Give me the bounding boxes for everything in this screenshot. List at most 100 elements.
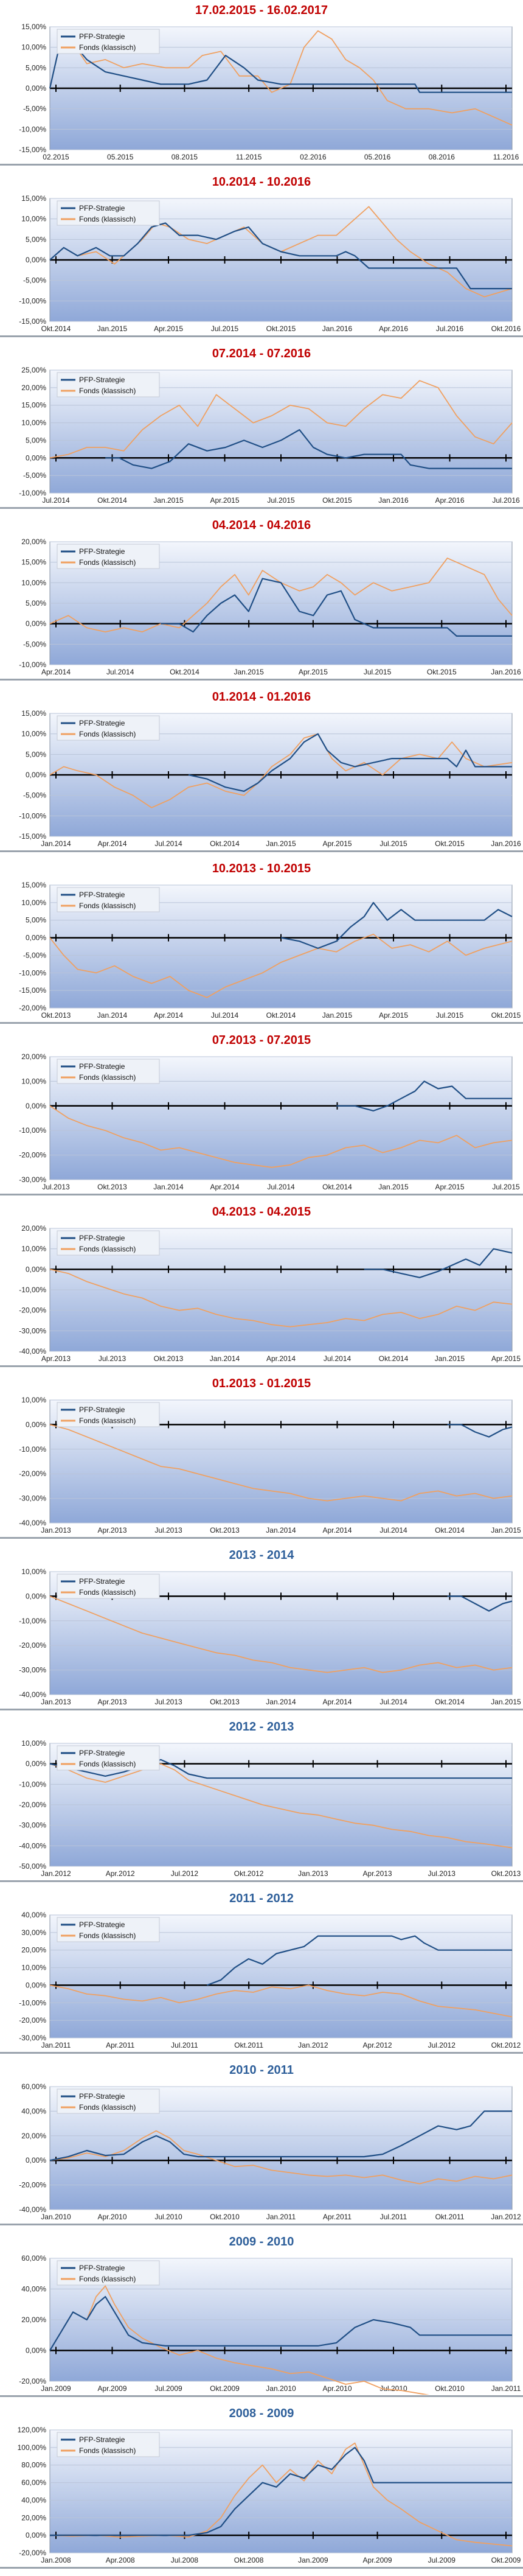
legend-box xyxy=(57,1745,160,1771)
y-tick-label: 15,00% xyxy=(21,709,46,718)
x-tick-label: 08.2015 xyxy=(171,153,198,161)
x-tick-label: Okt.2016 xyxy=(491,324,521,333)
y-tick-label: 10,00% xyxy=(21,730,46,738)
x-tick-label: Jul.2012 xyxy=(171,1869,199,1878)
x-tick-label: Okt.2015 xyxy=(322,496,352,505)
chart-title: 07.2014 - 07.2016 xyxy=(212,347,311,360)
y-tick-label: 60,00% xyxy=(21,2082,46,2091)
y-tick-label: -20,00% xyxy=(19,1306,46,1315)
x-tick-label: Jan.2014 xyxy=(41,839,71,848)
x-tick-label: 05.2015 xyxy=(107,153,134,161)
y-tick-label: -5,00% xyxy=(23,105,46,113)
x-tick-label: Jan.2016 xyxy=(491,839,521,848)
legend-box xyxy=(57,29,160,54)
y-tick-label: 80,00% xyxy=(21,2461,46,2469)
y-tick-label: -20,00% xyxy=(19,2181,46,2189)
line-chart: 15,00% 10,00% 5,00% 0,00% -5,00% -10,00% -15,0… xyxy=(19,709,521,848)
x-tick-label: Jul.2011 xyxy=(171,2041,198,2049)
x-tick-label: Apr.2014 xyxy=(41,668,71,676)
legend-box xyxy=(57,2432,160,2457)
x-tick-label: Okt.2013 xyxy=(491,1869,521,1878)
strategy-series-line xyxy=(207,1935,512,1986)
x-tick-label: Jan.2015 xyxy=(378,1183,409,1191)
y-tick-label: 5,00% xyxy=(26,436,46,444)
chart-panel: 07.2013 - 07.2015 20,00% 10,00% 0,00% -10,00… xyxy=(0,1030,523,1195)
y-tick-label: -10,00% xyxy=(19,1780,46,1788)
legend: PFP-Strategie Fonds (klassisch) xyxy=(57,29,160,54)
x-tick-label: Jan.2014 xyxy=(153,1183,184,1191)
fund-series-line xyxy=(49,1424,513,1502)
x-tick-label: Apr.2014 xyxy=(97,839,126,848)
x-tick-label: Jul.2015 xyxy=(267,496,295,505)
line-chart: 10,00% 0,00% -10,00% -20,00% -30,00% -40,00% -… xyxy=(19,1739,521,1878)
x-tick-label: 05.2016 xyxy=(364,153,391,161)
x-tick-label: Apr.2015 xyxy=(154,324,183,333)
chart-title: 2008 - 2009 xyxy=(229,2407,294,2420)
line-chart: 120,00% 100,00% 80,00% 60,00% 40,00% 20,00% 0,… xyxy=(18,2426,521,2564)
y-tick-label: 0,00% xyxy=(26,2531,46,2539)
x-tick-label: Okt.2014 xyxy=(435,1526,465,1535)
chart-panel: 2011 - 2012 40,00% 30,00% 20,00% 10,00% 0,00%… xyxy=(0,1888,523,2054)
x-tick-label: Apr.2015 xyxy=(379,1011,408,1020)
y-tick-label: -20,00% xyxy=(19,1469,46,1478)
legend: PFP-Strategie Fonds (klassisch) xyxy=(57,2260,160,2286)
strategy-series-line xyxy=(280,901,513,949)
x-tick-label: Apr.2014 xyxy=(266,1354,296,1363)
legend-box xyxy=(57,1059,160,1084)
legend: PFP-Strategie Fonds (klassisch) xyxy=(57,2432,160,2457)
x-tick-label: Jul.2014 xyxy=(267,1183,295,1191)
x-tick-label: Jan.2014 xyxy=(266,1526,296,1535)
y-tick-label: -30,00% xyxy=(19,1666,46,1675)
strategy-series-line xyxy=(364,1248,513,1278)
legend-label-strategy: PFP-Strategie xyxy=(79,2435,125,2444)
x-tick-label: Jul.2014 xyxy=(211,1011,239,1020)
x-tick-label: Apr.2011 xyxy=(323,2213,352,2221)
x-tick-label: Okt.2011 xyxy=(435,2213,465,2221)
legend: PFP-Strategie Fonds (klassisch) xyxy=(57,715,160,741)
fund-series-line xyxy=(49,1105,513,1168)
x-tick-label: Okt.2014 xyxy=(170,668,199,676)
x-tick-label: Jan.2013 xyxy=(41,1698,71,1706)
y-tick-label: -5,00% xyxy=(23,791,46,800)
x-tick-label: Jul.2016 xyxy=(436,324,464,333)
y-tick-label: 0,00% xyxy=(26,453,46,462)
legend: PFP-Strategie Fonds (klassisch) xyxy=(57,1230,160,1256)
y-tick-label: -10,00% xyxy=(19,660,46,669)
x-tick-label: Jul.2014 xyxy=(42,496,70,505)
legend: PFP-Strategie Fonds (klassisch) xyxy=(57,372,160,397)
x-tick-label: Okt.2014 xyxy=(266,1011,296,1020)
y-tick-label: 0,00% xyxy=(26,1760,46,1768)
fund-series-line xyxy=(49,1269,513,1328)
x-tick-label: Okt.2013 xyxy=(97,1183,127,1191)
x-tick-label: Okt.2010 xyxy=(210,2213,240,2221)
y-tick-label: -30,00% xyxy=(19,1175,46,1184)
x-tick-label: Apr.2014 xyxy=(322,1526,352,1535)
x-tick-label: Jul.2010 xyxy=(154,2213,182,2221)
y-tick-label: 20,00% xyxy=(21,1224,46,1233)
chart-panel: 17.02.2015 - 16.02.2017 15,00% 10,00% 5,00%… xyxy=(0,0,523,166)
x-tick-label: Okt.2015 xyxy=(491,1011,521,1020)
x-tick-label: Okt.2014 xyxy=(435,1698,465,1706)
y-tick-label: 20,00% xyxy=(21,383,46,392)
x-tick-label: Jul.2014 xyxy=(379,1526,407,1535)
legend-box xyxy=(57,200,160,226)
y-tick-label: 5,00% xyxy=(26,235,46,243)
x-tick-label: Apr.2013 xyxy=(97,1698,126,1706)
x-tick-label: 11.2015 xyxy=(236,153,262,161)
y-tick-label: -30,00% xyxy=(19,1821,46,1830)
x-tick-label: Apr.2013 xyxy=(363,1869,392,1878)
y-tick-label: 40,00% xyxy=(21,1911,46,1919)
line-chart: 20,00% 15,00% 10,00% 5,00% 0,00% -5,00% -10,00… xyxy=(19,537,521,676)
y-tick-label: -10,00% xyxy=(19,1286,46,1294)
y-tick-label: 10,00% xyxy=(21,215,46,223)
x-tick-label: Jul.2014 xyxy=(379,1698,407,1706)
strategy-series-line xyxy=(336,1080,512,1111)
line-chart: 20,00%10,00%0,00%-10,00%-20,00%-30,00%Ju… xyxy=(19,1052,520,1191)
legend-label-fund: Fonds (klassisch) xyxy=(79,730,136,738)
chart-panel: 04.2013 - 04.2015 20,00% 10,00% 0,00% -10,00… xyxy=(0,1202,523,1367)
strategy-series-line xyxy=(49,1759,512,1779)
legend-label-fund: Fonds (klassisch) xyxy=(79,1073,136,1082)
y-tick-label: -10,00% xyxy=(19,1126,46,1135)
x-tick-label: Jan.2010 xyxy=(266,2384,296,2393)
x-tick-label: Jul.2009 xyxy=(154,2384,182,2393)
